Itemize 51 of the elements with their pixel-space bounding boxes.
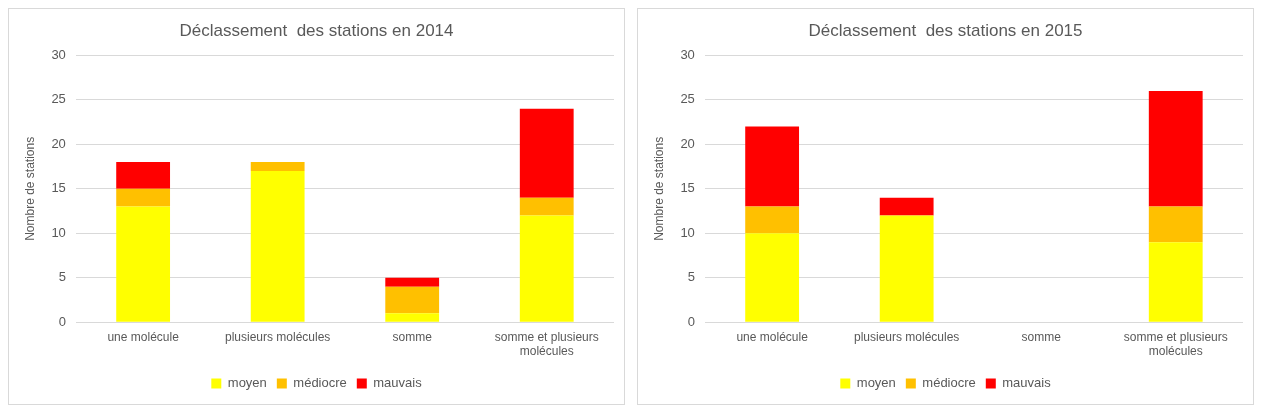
chart-title: Déclassement des stations en 2014 [179, 20, 454, 40]
y-tick-label: 5 [58, 269, 66, 285]
bar [1148, 206, 1203, 243]
bar [116, 188, 171, 207]
x-tick-label: plusieurs molécules [224, 329, 331, 344]
bar [1148, 242, 1203, 322]
bar [745, 206, 800, 234]
x-tick-label: plusieurs molécules [853, 329, 960, 344]
chart-title: Déclassement des stations en 2015 [808, 20, 1083, 40]
y-tick-label: 25 [51, 91, 66, 107]
y-tick-label: 25 [680, 91, 695, 107]
bar [250, 171, 305, 322]
x-tick-label: somme et plusieurs molécules [1123, 329, 1228, 359]
bar [385, 277, 440, 287]
legend-label: mauvais [373, 375, 423, 391]
bar [879, 215, 934, 322]
bar [519, 197, 574, 216]
legend-label: moyen [227, 375, 267, 391]
y-tick-label: 15 [680, 180, 695, 196]
bar [116, 206, 171, 322]
x-tick-label: somme [1021, 329, 1062, 344]
bar [519, 108, 574, 198]
legend-label: médiocre [922, 375, 976, 391]
x-tick-label: une molécule [107, 329, 180, 344]
y-tick-label: 0 [58, 313, 66, 329]
bar [385, 286, 440, 314]
y-tick-label: 10 [680, 224, 695, 240]
y-tick-label: 15 [51, 180, 66, 196]
y-tick-label: 30 [680, 46, 695, 62]
bar [1148, 90, 1203, 207]
bar [250, 162, 305, 172]
bar [116, 162, 171, 189]
x-tick-label: somme et plusieurs molécules [494, 329, 599, 359]
y-tick-label: 0 [687, 313, 695, 329]
y-axis-title: Nombre de stations [651, 136, 666, 241]
bar [519, 215, 574, 322]
y-axis-title: Nombre de stations [22, 136, 37, 241]
bar [385, 313, 440, 322]
legend-label: médiocre [293, 375, 347, 391]
y-tick-label: 30 [51, 46, 66, 62]
bar [745, 233, 800, 322]
y-tick-label: 10 [51, 224, 66, 240]
x-tick-label: somme [392, 329, 433, 344]
bar [879, 197, 934, 216]
bar [745, 126, 800, 207]
legend-label: moyen [856, 375, 896, 391]
y-tick-label: 20 [680, 135, 695, 151]
y-tick-label: 5 [687, 269, 695, 285]
legend-label: mauvais [1002, 375, 1052, 391]
x-tick-label: une molécule [736, 329, 809, 344]
y-tick-label: 20 [51, 135, 66, 151]
